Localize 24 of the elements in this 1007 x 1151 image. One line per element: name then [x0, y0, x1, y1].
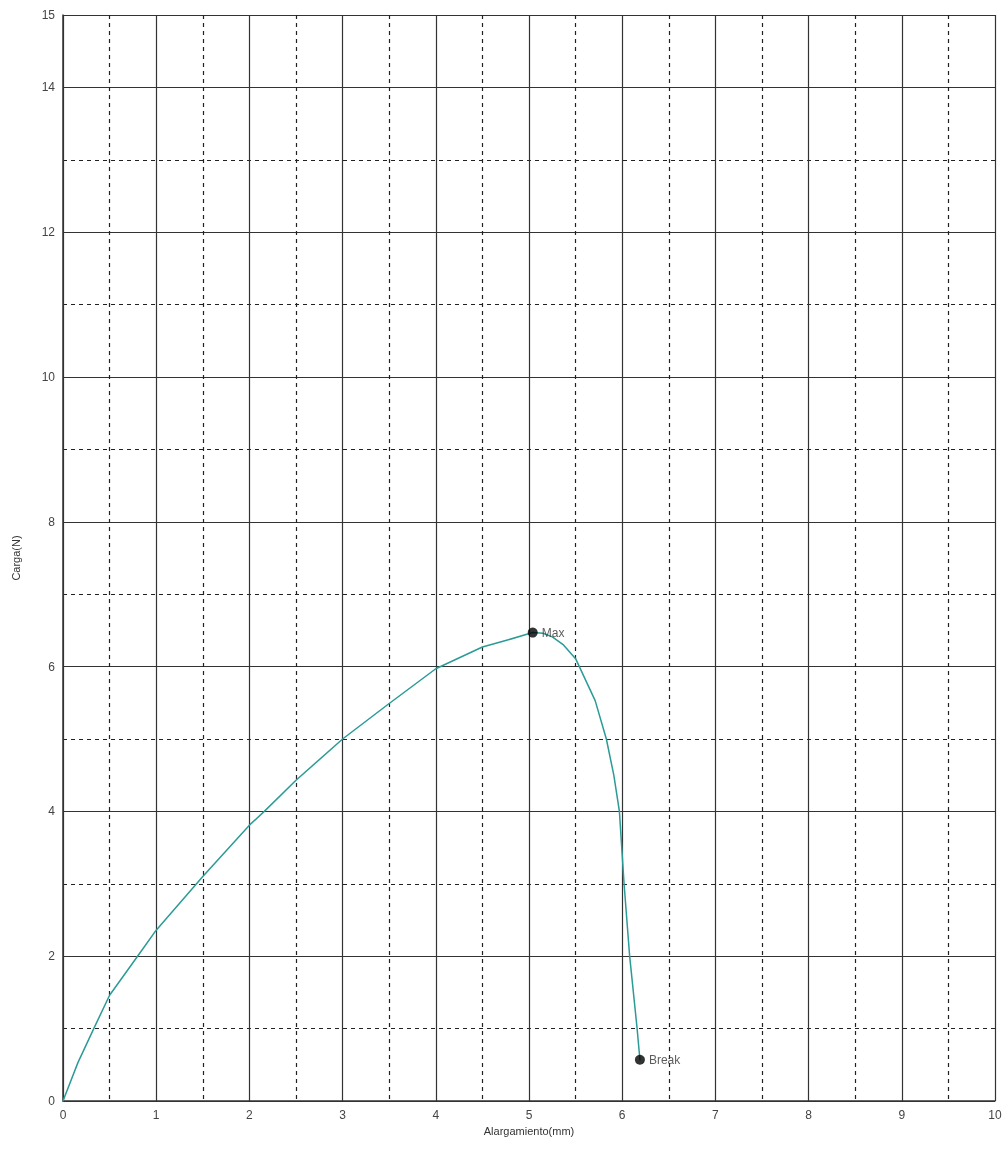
x-axis-title: Alargamiento(mm): [483, 1125, 575, 1138]
x-tick-label: 1: [152, 1108, 160, 1122]
y-tick-label: 4: [48, 804, 56, 819]
y-tick-label: 8: [48, 514, 56, 529]
y-tick-label: 14: [41, 80, 56, 95]
y-tick-label: 15: [41, 8, 56, 22]
x-tick-label: 10: [988, 1108, 1002, 1122]
annotation: Max: [541, 625, 565, 640]
x-tick-label: 2: [246, 1108, 254, 1122]
y-tick-label: 6: [48, 659, 56, 674]
x-tick-label: 9: [898, 1108, 906, 1122]
annotation: Break: [648, 1052, 682, 1067]
x-tick-label: 4: [432, 1108, 440, 1122]
y-tick-label: 12: [41, 225, 56, 240]
x-tick-label: 6: [618, 1108, 626, 1122]
x-tick-label: 5: [525, 1108, 533, 1122]
x-tick-label: 8: [805, 1108, 813, 1122]
x-tick-label: 0: [59, 1108, 67, 1122]
x-tick-label: 7: [712, 1108, 720, 1122]
y-tick-label: 2: [48, 949, 56, 964]
x-tick-label: 3: [339, 1108, 347, 1122]
y-tick-label: 0: [48, 1094, 56, 1108]
y-tick-label: 10: [41, 370, 56, 384]
y-axis-title: Carga(N): [9, 535, 22, 581]
